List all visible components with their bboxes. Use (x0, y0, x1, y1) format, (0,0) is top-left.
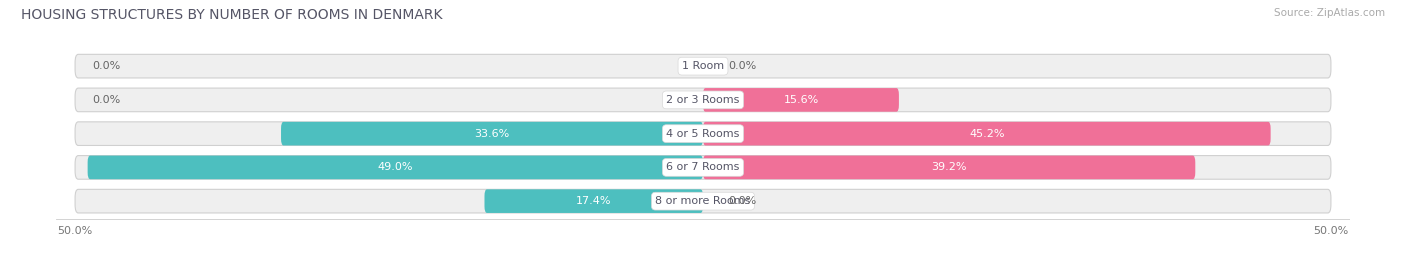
Text: 6 or 7 Rooms: 6 or 7 Rooms (666, 162, 740, 173)
Text: 8 or more Rooms: 8 or more Rooms (655, 196, 751, 206)
Text: 0.0%: 0.0% (728, 61, 756, 71)
Text: 2 or 3 Rooms: 2 or 3 Rooms (666, 95, 740, 105)
Text: 49.0%: 49.0% (378, 162, 413, 173)
FancyBboxPatch shape (75, 189, 1331, 213)
FancyBboxPatch shape (281, 122, 703, 146)
FancyBboxPatch shape (75, 54, 1331, 78)
Text: 0.0%: 0.0% (93, 95, 121, 105)
FancyBboxPatch shape (485, 189, 703, 213)
FancyBboxPatch shape (703, 88, 898, 112)
FancyBboxPatch shape (703, 156, 1195, 179)
FancyBboxPatch shape (75, 88, 1331, 112)
Text: Source: ZipAtlas.com: Source: ZipAtlas.com (1274, 8, 1385, 18)
Text: 1 Room: 1 Room (682, 61, 724, 71)
Text: 0.0%: 0.0% (93, 61, 121, 71)
Text: HOUSING STRUCTURES BY NUMBER OF ROOMS IN DENMARK: HOUSING STRUCTURES BY NUMBER OF ROOMS IN… (21, 8, 443, 22)
Text: 45.2%: 45.2% (969, 129, 1004, 139)
FancyBboxPatch shape (75, 156, 1331, 179)
FancyBboxPatch shape (703, 122, 1271, 146)
FancyBboxPatch shape (75, 122, 1331, 146)
Text: 0.0%: 0.0% (728, 196, 756, 206)
Text: 17.4%: 17.4% (576, 196, 612, 206)
Text: 4 or 5 Rooms: 4 or 5 Rooms (666, 129, 740, 139)
Text: 15.6%: 15.6% (783, 95, 818, 105)
Text: 39.2%: 39.2% (931, 162, 967, 173)
FancyBboxPatch shape (87, 156, 703, 179)
Text: 33.6%: 33.6% (474, 129, 509, 139)
